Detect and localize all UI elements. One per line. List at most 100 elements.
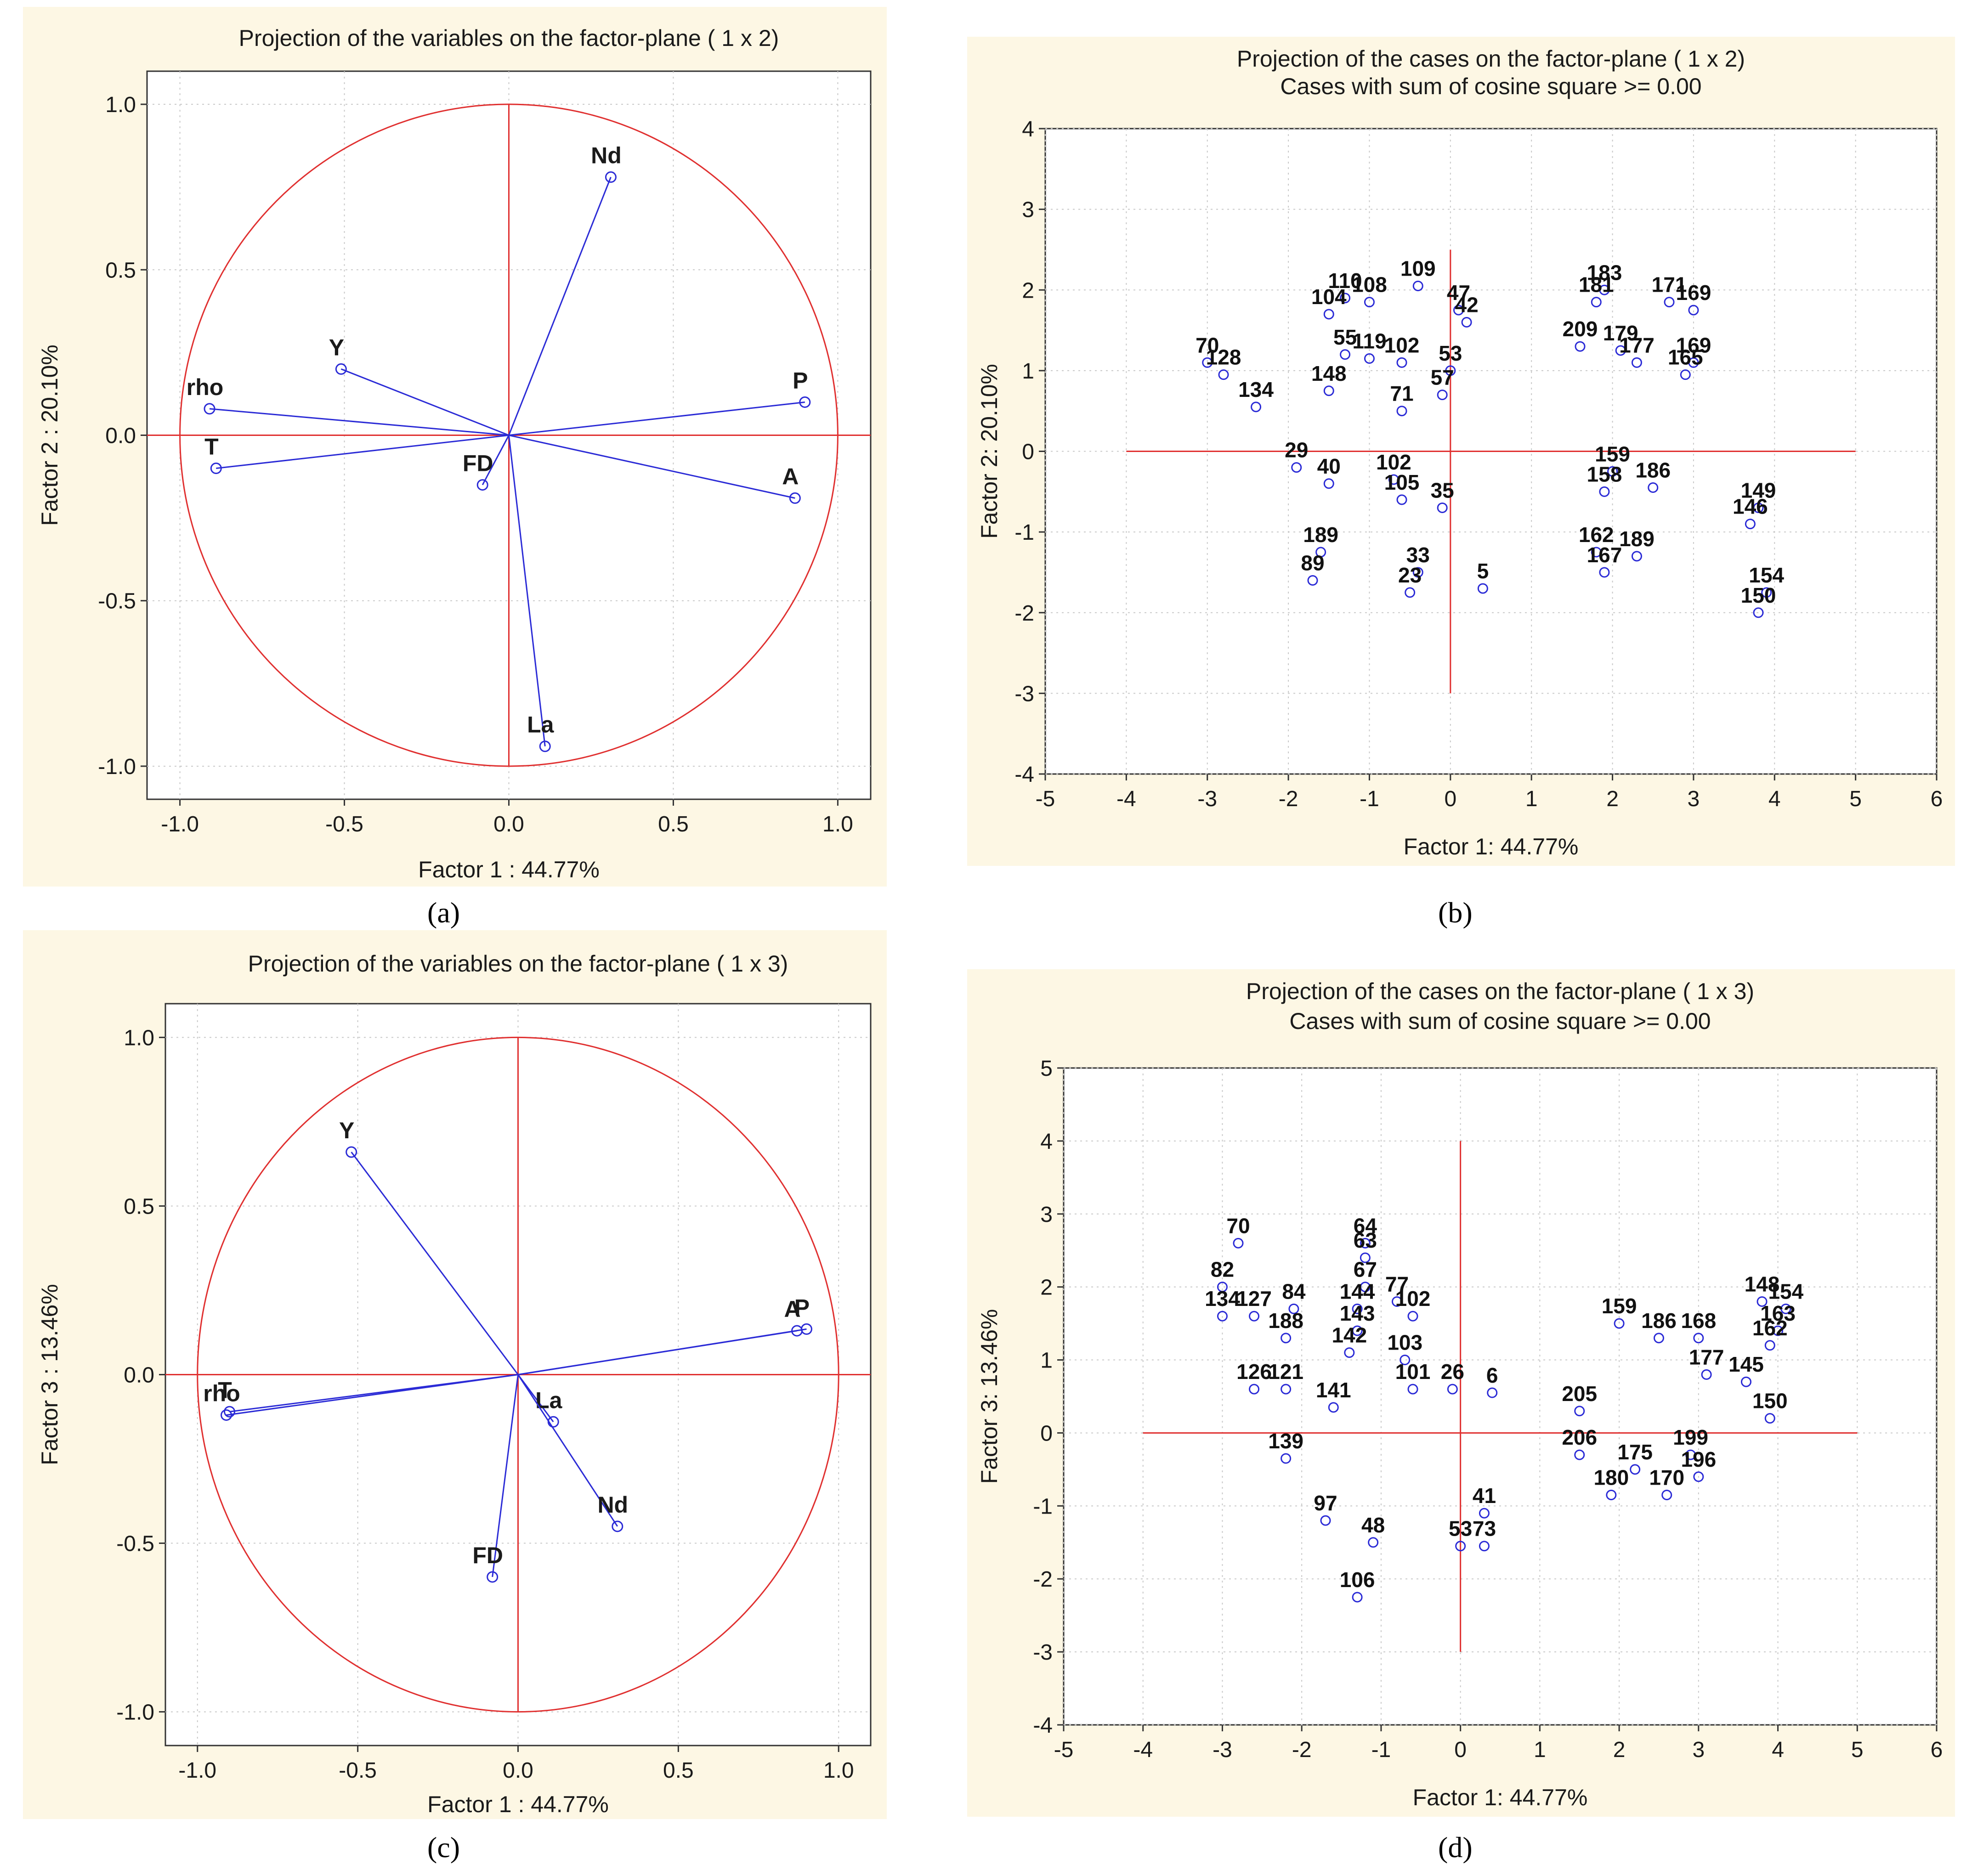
data-point — [539, 740, 551, 752]
data-label: 48 — [1361, 1513, 1385, 1537]
data-point — [1281, 1453, 1292, 1464]
data-label: 102 — [1384, 333, 1420, 357]
y-tick-label: -0.5 — [116, 1532, 154, 1556]
y-tick-label: 3 — [1022, 198, 1034, 222]
data-label: 186 — [1635, 458, 1671, 482]
data-point — [224, 1406, 236, 1418]
data-point — [1453, 305, 1464, 316]
data-point — [476, 479, 488, 491]
data-point — [1323, 309, 1334, 320]
variable-vector — [492, 1374, 519, 1577]
data-label: 186 — [1641, 1309, 1677, 1333]
data-point — [1360, 1237, 1371, 1249]
data-point — [1740, 1376, 1751, 1387]
data-label: 63 — [1354, 1228, 1377, 1252]
data-point — [1445, 365, 1456, 376]
data-label: 168 — [1681, 1309, 1716, 1333]
data-label: 169 — [1676, 281, 1711, 305]
y-tick-label: -1 — [1014, 520, 1034, 545]
y-tick-label: 4 — [1022, 117, 1034, 141]
x-tick-label: 2 — [1613, 1738, 1626, 1762]
data-point — [1281, 1384, 1292, 1395]
data-point — [1388, 474, 1399, 485]
data-point — [1574, 1449, 1585, 1460]
data-point — [1437, 502, 1448, 513]
data-label: 84 — [1282, 1279, 1306, 1303]
data-point — [800, 1323, 812, 1335]
x-tick-label: 0.0 — [503, 1758, 533, 1783]
data-label: T — [218, 1377, 232, 1403]
data-label: 162 — [1579, 523, 1614, 547]
data-point — [1685, 1449, 1696, 1460]
variable-vector — [509, 401, 805, 436]
data-label: FD — [463, 451, 493, 476]
subfigure-label-c: (c) — [427, 1831, 460, 1864]
y-tick-label: -3 — [1033, 1640, 1053, 1665]
data-label: 71 — [1390, 382, 1413, 406]
x-tick-label: 1.0 — [822, 812, 853, 836]
data-label: Nd — [597, 1492, 628, 1518]
data-point — [1745, 519, 1756, 530]
data-point — [1249, 1311, 1260, 1322]
data-label: 102 — [1395, 1287, 1431, 1311]
chart-title: Projection of the cases on the factor-pl… — [1237, 46, 1745, 72]
data-point — [1217, 1311, 1228, 1322]
data-point — [1757, 1296, 1768, 1307]
data-label: 126 — [1236, 1360, 1272, 1384]
data-point — [1701, 1369, 1712, 1380]
x-tick-label: -0.5 — [339, 1758, 377, 1783]
data-point — [1368, 1537, 1379, 1548]
data-point — [1407, 1384, 1418, 1395]
data-label: 145 — [1728, 1352, 1764, 1376]
x-tick-label: -0.5 — [325, 812, 363, 836]
y-tick-label: 2 — [1040, 1276, 1053, 1300]
y-tick-label: 0 — [1040, 1421, 1053, 1446]
data-point — [1599, 284, 1610, 295]
data-point — [1599, 486, 1610, 497]
y-tick-label: -1.0 — [116, 1701, 154, 1725]
data-point — [605, 171, 617, 183]
x-tick-label: 6 — [1931, 787, 1943, 811]
data-label: Y — [339, 1118, 354, 1143]
x-tick-label: -3 — [1197, 787, 1217, 811]
variable-vector — [226, 1374, 518, 1416]
data-label: 181 — [1579, 273, 1614, 297]
y-tick-label: 2 — [1022, 278, 1034, 303]
data-label: 148 — [1311, 362, 1347, 385]
y-tick-label: -2 — [1014, 601, 1034, 626]
data-point — [346, 1146, 357, 1158]
data-point — [612, 1520, 623, 1532]
data-point — [221, 1409, 232, 1421]
data-label: 141 — [1316, 1378, 1351, 1402]
data-point — [1574, 1406, 1585, 1417]
chart-a: Projection of the variables on the facto… — [37, 25, 872, 882]
data-point — [1606, 1490, 1617, 1500]
x-tick-label: 4 — [1768, 787, 1781, 811]
variable-vector — [351, 1152, 519, 1375]
data-point — [210, 463, 222, 475]
data-label: 109 — [1400, 256, 1436, 280]
x-tick-label: 1 — [1525, 787, 1538, 811]
data-point — [1328, 1402, 1339, 1413]
data-point — [1437, 390, 1448, 401]
data-point — [1396, 357, 1407, 368]
data-label: 53 — [1439, 341, 1462, 365]
data-point — [1653, 1333, 1664, 1344]
data-label: La — [527, 712, 555, 738]
data-label: La — [535, 1387, 563, 1413]
data-point — [1320, 1515, 1331, 1526]
panel-b: Projection of the cases on the factor-pl… — [967, 37, 1955, 866]
data-label: T — [204, 434, 219, 460]
subfigure-label-b: (b) — [1438, 896, 1473, 929]
data-label: P — [794, 1294, 810, 1320]
data-label: 6 — [1486, 1363, 1498, 1387]
data-point — [1764, 1413, 1775, 1424]
data-label: 167 — [1587, 543, 1622, 567]
chart-title: Projection of the variables on the facto… — [239, 25, 779, 51]
data-point — [1479, 1541, 1490, 1552]
x-tick-label: -5 — [1036, 787, 1055, 811]
data-label: 47 — [1447, 281, 1470, 305]
y-tick-label: 1 — [1022, 359, 1034, 384]
variable-vector — [517, 1374, 618, 1527]
data-label: 26 — [1441, 1360, 1464, 1384]
